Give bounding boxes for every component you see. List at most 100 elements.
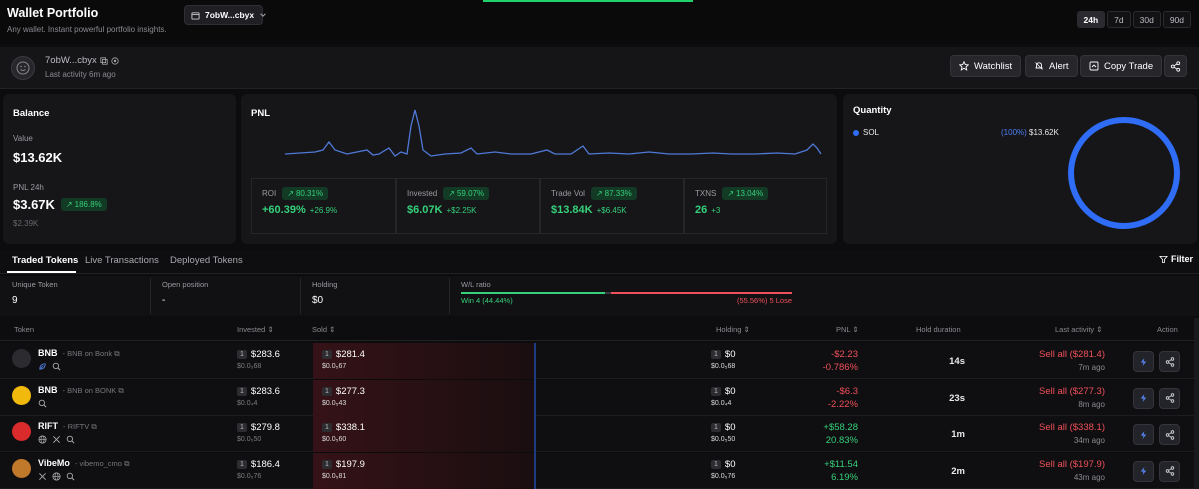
copy-trade-label: Copy Trade: [1104, 60, 1154, 72]
last-activity-cell: Sell all ($197.9) 43m ago: [1010, 459, 1105, 482]
table-row[interactable]: RIFT - RIFTV ⧉ 1 $279.8 $0.0₅50 1 $338.1 $…: [0, 416, 1199, 452]
x-icon[interactable]: [52, 435, 61, 447]
search-icon[interactable]: [38, 399, 47, 411]
wallet-selector[interactable]: 7obW...cbyx: [184, 5, 266, 25]
filter-button[interactable]: Filter: [1159, 254, 1193, 264]
stat-trade-vol-value: $13.84K: [551, 204, 593, 216]
pnl-cell: -$6.3 -2.22%: [790, 386, 858, 410]
row-share-button[interactable]: [1159, 460, 1180, 482]
sold-value: $338.1: [335, 422, 365, 433]
filter-icon: [1159, 255, 1168, 263]
quick-buy-button[interactable]: [1133, 351, 1154, 372]
stat-txns-badge-text: 13.04%: [736, 189, 764, 198]
col-sold[interactable]: Sold ⇕: [312, 325, 335, 334]
pnl-value: -$2.23: [831, 349, 858, 360]
share-icon: [1165, 466, 1174, 476]
quick-buy-button[interactable]: [1133, 387, 1154, 409]
watchlist-button[interactable]: Watchlist: [950, 55, 1022, 77]
search-icon[interactable]: [66, 435, 75, 447]
sell-all-link[interactable]: Sell all ($281.4): [1038, 349, 1105, 360]
row-share-button[interactable]: [1159, 387, 1180, 409]
invested-value: $186.4: [250, 458, 280, 470]
activity-ago: 7m ago: [1078, 363, 1105, 372]
sell-all-link[interactable]: Sell all ($338.1): [1038, 422, 1105, 433]
wallet-bar: 7obW...cbyx Last activity 6m ago Watchli…: [0, 47, 1199, 89]
row-share-button[interactable]: [1159, 424, 1180, 445]
stat-roi: ROI ↗ 80.31% +60.39% +26.9%: [251, 178, 396, 234]
row-share-button[interactable]: [1159, 351, 1180, 372]
pnl-percent: -0.786%: [822, 362, 858, 373]
share-button[interactable]: [1164, 55, 1187, 77]
invested-count: 1: [237, 459, 247, 469]
col-last-activity[interactable]: Last activity ⇕: [1055, 325, 1103, 334]
tab-deployed-tokens[interactable]: Deployed Tokens: [170, 255, 243, 266]
unique-token-stat: Unique Token 9: [12, 280, 58, 306]
col-pnl[interactable]: PNL ⇕: [836, 325, 859, 334]
tab-traded-tokens[interactable]: Traded Tokens: [12, 255, 79, 266]
search-icon[interactable]: [66, 472, 75, 484]
globe-icon[interactable]: [52, 471, 61, 484]
col-last-activity-label: Last activity: [1055, 325, 1095, 334]
divider: [150, 278, 151, 314]
activity-ago: 43m ago: [1073, 472, 1105, 482]
quick-buy-button[interactable]: [1133, 460, 1154, 482]
copy-trade-button[interactable]: Copy Trade: [1080, 55, 1163, 77]
quick-buy-button[interactable]: [1133, 424, 1154, 445]
table-scrollbar[interactable]: [1194, 318, 1199, 489]
copy-icon[interactable]: ⧉: [118, 385, 124, 395]
col-holding[interactable]: Holding ⇕: [716, 325, 750, 334]
copy-icon[interactable]: ⧉: [124, 458, 130, 468]
search-icon[interactable]: [52, 362, 61, 374]
sold-highlight: [313, 343, 534, 379]
col-invested-label: Invested: [237, 325, 266, 334]
globe-icon[interactable]: [38, 435, 47, 447]
token-symbol: VibeMo: [38, 457, 70, 468]
link-icon[interactable]: [111, 56, 119, 65]
sort-icon: ⇕: [852, 325, 859, 334]
col-invested[interactable]: Invested ⇕: [237, 325, 274, 334]
table-row[interactable]: BNB - BNB on Bonk ⧉ 1 $283.6 $0.0₅68 1 $28…: [0, 343, 1199, 379]
wallet-address-text: 7obW...cbyx: [45, 55, 97, 66]
table-row[interactable]: BNB - BNB on BONK ⧉ 1 $283.6 $0.0₄4 1 $277…: [0, 379, 1199, 416]
arrow-up-icon: ↗: [65, 200, 73, 209]
copy-icon[interactable]: ⧉: [91, 422, 97, 431]
timeframe-24h[interactable]: 24h: [1076, 11, 1106, 28]
page-subtitle: Any wallet. Instant powerful portfolio i…: [7, 25, 167, 34]
avatar: [11, 56, 35, 80]
holding-stat: Holding $0: [312, 280, 337, 306]
quantity-value: $13.62K: [1029, 128, 1059, 137]
lightning-icon: [1140, 393, 1147, 403]
copy-icon[interactable]: ⧉: [114, 349, 120, 358]
stat-txns-badge: ↗ 13.04%: [722, 187, 769, 200]
alert-button[interactable]: Alert: [1025, 55, 1078, 77]
balance-card: Balance Value $13.62K PNL 24h $3.67K ↗ 18…: [3, 94, 236, 244]
sell-all-link[interactable]: Sell all ($197.9): [1038, 458, 1105, 470]
active-tab-indicator: [7, 271, 76, 273]
pnl-sparkline: [285, 109, 822, 157]
sold-cell: 1 $277.3 $0.0₅43: [322, 386, 365, 407]
last-activity-cell: Sell all ($277.3) 8m ago: [1010, 386, 1105, 409]
timeframe-30d[interactable]: 30d: [1132, 11, 1161, 28]
lightning-icon: [1140, 430, 1147, 439]
stat-txns: TXNS ↗ 13.04% 26 +3: [684, 178, 827, 234]
token-fullname-text: BNB on Bonk: [67, 349, 113, 358]
stat-txns-value: 26: [695, 204, 708, 216]
quantity-donut: [1068, 117, 1180, 229]
sell-all-link[interactable]: Sell all ($277.3): [1038, 385, 1105, 397]
wl-ratio-labels: Win 4 (44.44%) (55.56%) 5 Lose: [461, 296, 792, 305]
stat-invested-label: Invested: [407, 189, 438, 198]
timeframe-7d[interactable]: 7d: [1107, 11, 1131, 28]
x-icon[interactable]: [38, 472, 47, 484]
table-row[interactable]: VibeMo - vibemo_cmo ⧉ 1 $186.4 $0.0₅76 1 $…: [0, 452, 1199, 489]
invested-cell: 1 $279.8 $0.0₅50: [237, 422, 280, 443]
sold-cell: 1 $338.1 $0.0₅60: [322, 422, 365, 443]
last-activity-cell: Sell all ($281.4) 7m ago: [1010, 349, 1105, 372]
timeframe-90d[interactable]: 90d: [1162, 11, 1191, 28]
copy-icon[interactable]: [100, 56, 108, 65]
invested-value: $279.8: [250, 422, 280, 433]
invested-cell: 1 $283.6 $0.0₄4: [237, 386, 280, 407]
token-name-row: RIFT - RIFTV ⧉: [38, 421, 97, 432]
leaf-icon[interactable]: [38, 362, 47, 374]
tab-live-transactions[interactable]: Live Transactions: [85, 255, 159, 266]
token-links: [38, 399, 47, 411]
